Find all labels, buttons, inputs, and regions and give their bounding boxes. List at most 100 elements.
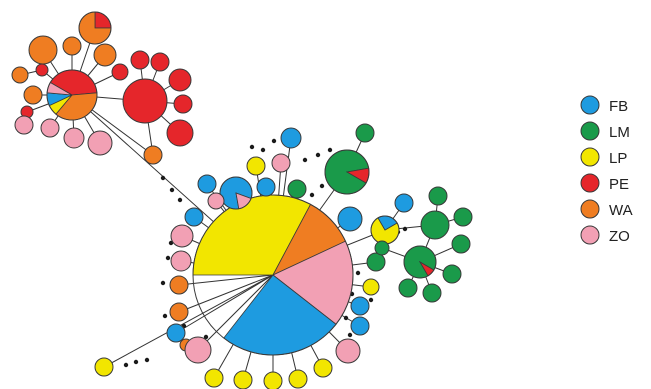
legend-item-wa: WA: [580, 199, 633, 219]
node-outline: [78, 11, 112, 45]
haplotype-node-pe-big: [122, 78, 168, 124]
median-vector-dot: [315, 152, 321, 158]
node-outline: [324, 149, 370, 195]
haplotype-node-fb: [197, 174, 217, 194]
pie-slice-pe: [123, 79, 167, 123]
haplotype-node-zo: [335, 338, 361, 364]
median-vector-dot: [368, 297, 374, 303]
network-edge: [178, 274, 274, 313]
haplotype-node-fb: [394, 193, 414, 213]
haplotype-node-zo: [87, 130, 113, 156]
median-vector-dot: [203, 334, 209, 340]
haplotype-node-lp: [204, 368, 224, 388]
haplotype-node-wa: [93, 43, 117, 67]
haplotype-node-zo: [14, 115, 34, 135]
haplotype-node-wa: [23, 85, 43, 105]
haplotype-node-lm: [287, 179, 307, 199]
haplotype-node-lm-rb: [403, 245, 437, 279]
haplotype-node-lm: [366, 252, 386, 272]
haplotype-nodes: [11, 11, 473, 389]
haplotype-node-lm: [374, 240, 390, 256]
median-vector-dot: [302, 157, 308, 163]
haplotype-node-lm: [355, 123, 375, 143]
haplotype-node-lp: [94, 357, 114, 377]
legend-item-lm: LM: [580, 121, 630, 141]
haplotype-node-zo: [40, 118, 60, 138]
haplotype-node-lp-right: [370, 215, 400, 245]
haplotype-node-lp: [362, 278, 380, 296]
haplotype-node-lm: [398, 278, 418, 298]
haplotype-node-wa: [169, 302, 189, 322]
haplotype-node-lm: [442, 264, 462, 284]
haplotype-node-fb: [166, 323, 186, 343]
pie-slice-lm: [421, 211, 449, 239]
haplotype-node-pe: [168, 68, 192, 92]
median-vector-dot: [160, 175, 166, 181]
node-outline: [46, 69, 98, 121]
node-outline: [122, 78, 168, 124]
network-edge: [175, 274, 274, 334]
median-vector-dot: [327, 147, 333, 153]
median-vector-dot: [271, 138, 277, 144]
network-edge: [103, 274, 274, 368]
haplotype-node-lm: [422, 283, 442, 303]
node-outline: [420, 210, 450, 240]
haplotype-node-lp: [233, 370, 253, 389]
haplotype-node-lm-right: [420, 210, 450, 240]
legend-swatch-zo: [580, 225, 600, 245]
haplotype-node-fb: [350, 296, 370, 316]
legend-swatch-pe: [580, 173, 600, 193]
median-vector-dot: [309, 192, 315, 198]
haplotype-node-pe: [35, 63, 49, 77]
network-edge: [178, 274, 274, 286]
network-edge: [197, 274, 274, 351]
median-vector-dot: [402, 226, 408, 232]
median-vector-dot: [260, 147, 266, 153]
haplotype-node-zo: [170, 224, 194, 248]
legend-label-zo: ZO: [609, 228, 630, 245]
legend-swatch-wa: [580, 199, 600, 219]
haplotype-node-fb: [256, 177, 276, 197]
haplotype-node-wa-top: [78, 11, 112, 45]
haplotype-node-fb: [184, 207, 204, 227]
legend-item-fb: FB: [580, 95, 628, 115]
median-vector-dot: [133, 359, 139, 365]
haplotype-node-lm-top: [324, 149, 370, 195]
median-vector-dot: [168, 240, 174, 246]
median-vector-dot: [165, 255, 171, 261]
haplotype-node-lm: [428, 186, 448, 206]
haplotype-node-fb: [337, 206, 363, 232]
legend-swatch-lm: [580, 121, 600, 141]
legend-label-wa: WA: [609, 202, 633, 219]
haplotype-node-wa: [62, 36, 82, 56]
haplotype-node-wa: [143, 145, 163, 165]
legend-swatch-fb: [580, 95, 600, 115]
haplotype-node-fb: [280, 127, 302, 149]
haplotype-node-main: [192, 194, 354, 356]
legend-label-fb: FB: [609, 98, 628, 115]
node-outline: [403, 245, 437, 279]
haplotype-node-pe-cluster: [46, 69, 98, 121]
median-vector-dot: [123, 362, 129, 368]
legend: FB LM LP PE WA ZO: [580, 95, 633, 245]
haplotype-node-zo: [271, 153, 291, 173]
legend-item-lp: LP: [580, 147, 627, 167]
haplotype-node-pe: [166, 119, 194, 147]
median-vector-dot: [347, 332, 353, 338]
legend-label-pe: PE: [609, 176, 629, 193]
median-vector-dot: [355, 270, 361, 276]
median-vector-dot: [249, 144, 255, 150]
haplotype-node-pe: [111, 63, 129, 81]
haplotype-node-pe: [173, 94, 193, 114]
legend-item-zo: ZO: [580, 225, 630, 245]
legend-label-lp: LP: [609, 150, 627, 167]
haplotype-node-zo: [207, 192, 225, 210]
median-vector-dot: [162, 313, 168, 319]
legend-label-lm: LM: [609, 124, 630, 141]
legend-item-pe: PE: [580, 173, 629, 193]
node-outline: [192, 194, 354, 356]
haplotype-node-zo: [63, 127, 85, 149]
haplotype-node-pe: [130, 50, 150, 70]
